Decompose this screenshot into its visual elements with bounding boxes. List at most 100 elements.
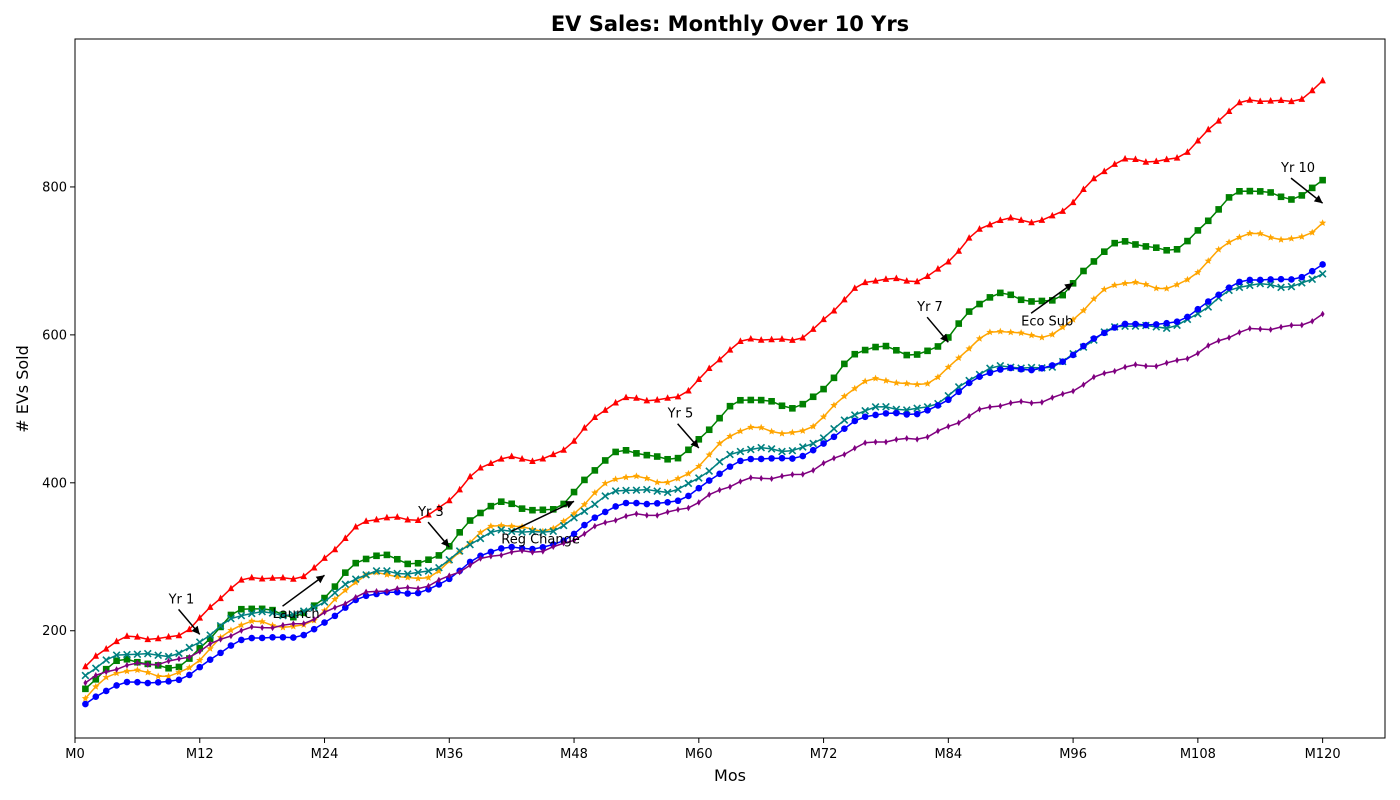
data-point	[1142, 243, 1150, 250]
data-point	[819, 413, 828, 420]
data-point	[518, 528, 526, 536]
data-point	[342, 534, 349, 542]
annotation: Launch	[273, 574, 325, 622]
data-point	[986, 369, 994, 377]
data-point	[799, 400, 807, 408]
series-layer	[81, 76, 1327, 708]
data-point	[1310, 317, 1315, 325]
data-point	[790, 471, 795, 478]
data-point	[1236, 278, 1243, 286]
data-point	[1080, 185, 1087, 193]
data-point	[478, 555, 483, 562]
data-point	[143, 649, 152, 658]
annotation-label: Yr 10	[1280, 161, 1315, 176]
data-point	[1162, 324, 1171, 333]
data-point	[632, 486, 641, 495]
y-axis-label: # EVs Sold	[13, 345, 32, 433]
data-point	[611, 487, 620, 495]
data-point	[1277, 283, 1285, 292]
data-point	[373, 515, 380, 523]
data-point	[1266, 280, 1275, 289]
data-point	[1090, 335, 1098, 342]
data-point	[466, 472, 474, 480]
data-point	[341, 580, 350, 589]
data-point	[1100, 329, 1108, 337]
data-point	[270, 624, 275, 632]
data-point	[362, 592, 370, 600]
data-point	[664, 455, 671, 463]
data-point	[715, 439, 724, 447]
data-point	[404, 573, 412, 581]
data-point	[705, 467, 714, 475]
x-tick-label: M120	[1305, 747, 1341, 762]
data-point	[591, 514, 599, 521]
data-point	[228, 632, 233, 640]
data-point	[1236, 188, 1243, 195]
data-point	[404, 515, 411, 523]
data-point	[622, 499, 630, 507]
data-point	[1080, 342, 1087, 350]
data-point	[113, 637, 120, 645]
data-point	[603, 519, 608, 526]
data-point	[403, 570, 412, 578]
x-tick-label: M24	[311, 747, 339, 762]
data-point	[882, 402, 890, 411]
data-point	[624, 512, 629, 520]
data-point	[1227, 334, 1232, 341]
data-point	[217, 623, 224, 631]
x-tick-label: M0	[65, 747, 85, 762]
data-point	[487, 522, 495, 530]
data-point	[1267, 189, 1274, 196]
data-point	[312, 616, 317, 623]
data-point	[726, 345, 734, 353]
data-point	[580, 500, 589, 508]
y-tick-label: 200	[42, 624, 67, 639]
annotation: Yr 7	[916, 300, 949, 343]
annotation: Yr 10	[1280, 161, 1324, 204]
data-point	[321, 554, 328, 561]
data-point	[987, 403, 992, 411]
data-point	[871, 374, 880, 382]
data-point	[821, 459, 826, 467]
data-point	[1100, 285, 1108, 293]
data-point	[976, 300, 983, 308]
data-point	[560, 500, 567, 508]
data-point	[967, 412, 972, 420]
data-point	[955, 388, 963, 396]
data-point	[633, 394, 640, 401]
data-point	[81, 694, 90, 702]
data-point	[561, 539, 566, 547]
data-point	[1247, 325, 1252, 332]
data-point	[997, 366, 1004, 373]
series-1	[82, 76, 1326, 670]
data-point	[208, 640, 213, 648]
data-point	[395, 585, 400, 592]
data-point	[778, 447, 786, 456]
data-point	[757, 455, 765, 463]
data-point	[123, 678, 131, 686]
data-point	[383, 570, 391, 578]
data-point	[799, 333, 807, 341]
data-point	[977, 405, 982, 413]
data-point	[290, 613, 297, 621]
data-point	[165, 664, 172, 672]
data-point	[248, 617, 256, 625]
data-point	[1267, 97, 1274, 104]
data-point	[332, 604, 337, 611]
data-point	[570, 437, 578, 444]
data-point	[1017, 365, 1025, 373]
data-point	[841, 295, 848, 303]
data-point	[653, 500, 661, 507]
data-point	[934, 402, 942, 409]
data-point	[300, 609, 308, 617]
x-tick-label: M36	[435, 747, 463, 762]
annotation: Yr 5	[667, 407, 700, 449]
data-point	[1102, 369, 1107, 377]
data-point	[414, 589, 422, 597]
data-point	[728, 483, 732, 491]
data-point	[529, 506, 536, 514]
data-point	[487, 459, 495, 467]
data-point	[414, 559, 422, 567]
data-point	[1320, 310, 1325, 318]
data-point	[767, 445, 776, 453]
